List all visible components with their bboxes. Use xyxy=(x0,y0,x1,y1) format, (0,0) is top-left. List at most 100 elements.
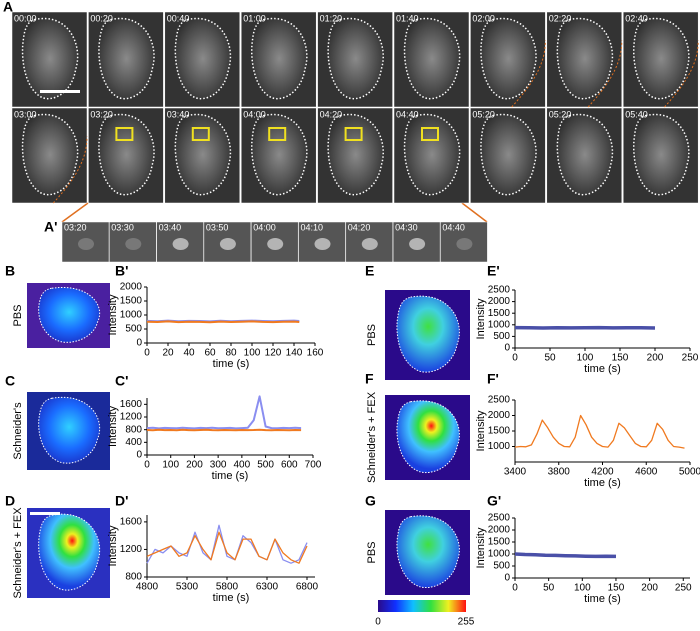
outline xyxy=(38,286,101,343)
timestamp: 04:00 xyxy=(253,222,276,232)
y-axis-label: Intensity xyxy=(107,525,119,566)
roi-box xyxy=(421,127,439,141)
timestamp: 03:40 xyxy=(167,109,190,119)
outline xyxy=(21,17,79,100)
y-tick-label: 1600 xyxy=(120,517,143,528)
x-tick-label: 100 xyxy=(577,353,594,364)
y-tick-label: 1500 xyxy=(488,426,511,437)
heatmap xyxy=(396,400,460,473)
outline xyxy=(556,17,614,100)
x-tick-label: 250 xyxy=(682,353,699,364)
zoom-line xyxy=(461,202,488,223)
timestamp: 03:20 xyxy=(90,109,113,119)
tissue xyxy=(251,18,307,99)
timestamp: 03:20 xyxy=(64,222,87,232)
timestamp: 00:40 xyxy=(167,13,190,23)
tissue xyxy=(480,114,537,195)
x-tick-label: 140 xyxy=(286,348,303,359)
timestamp: 05:40 xyxy=(625,109,648,119)
x-tick-label: 20 xyxy=(162,348,174,359)
x-axis-label: time (s) xyxy=(213,592,250,604)
series-line xyxy=(146,428,302,432)
timestamp: 04:40 xyxy=(442,222,465,232)
timestamp: 02:20 xyxy=(549,13,572,23)
x-tick-label: 100 xyxy=(162,460,179,471)
tissue xyxy=(557,114,613,195)
outline xyxy=(98,17,155,100)
x-axis-label: time (s) xyxy=(584,477,621,489)
scale-bar xyxy=(40,90,80,93)
tissue xyxy=(633,18,689,99)
outline xyxy=(632,17,690,100)
x-tick-label: 5800 xyxy=(216,582,239,593)
y-tick-label: 0 xyxy=(504,343,510,354)
x-tick-label: 50 xyxy=(543,583,555,594)
condition-label: PBS xyxy=(12,304,24,326)
panel-label: B' xyxy=(115,263,128,279)
cell xyxy=(409,238,426,250)
outline xyxy=(250,17,308,100)
series-line xyxy=(146,395,302,430)
scale-bar xyxy=(30,512,60,515)
y-tick-label: 2500 xyxy=(488,285,511,296)
heatmap xyxy=(38,514,100,591)
orange-outline xyxy=(511,40,546,108)
y-tick-label: 500 xyxy=(493,331,510,342)
y-tick-label: 1000 xyxy=(120,310,143,321)
y-tick-label: 0 xyxy=(504,573,510,584)
tissue xyxy=(22,114,78,195)
panel-label: D' xyxy=(115,493,128,509)
outline xyxy=(174,113,232,196)
heatmap xyxy=(396,296,460,373)
roi-box xyxy=(344,127,363,141)
x-tick-label: 4600 xyxy=(635,467,658,478)
y-axis-label: Intensity xyxy=(475,527,487,568)
timestamp: 00:00 xyxy=(14,13,37,23)
tissue xyxy=(328,114,384,195)
x-tick-label: 0 xyxy=(144,460,150,471)
tissue xyxy=(175,18,231,99)
timestamp: 04:40 xyxy=(396,109,419,119)
y-tick-label: 1500 xyxy=(488,308,511,319)
series-line xyxy=(514,414,685,449)
heatmap xyxy=(38,287,100,343)
panel-label: C xyxy=(5,373,15,389)
timestamp: 01:40 xyxy=(396,13,419,23)
x-tick-label: 160 xyxy=(307,348,324,359)
x-tick-label: 0 xyxy=(512,583,518,594)
cell xyxy=(314,238,331,250)
y-tick-label: 400 xyxy=(125,437,142,448)
y-tick-label: 1600 xyxy=(120,399,143,410)
outline xyxy=(21,113,79,196)
x-tick-label: 200 xyxy=(647,353,664,364)
y-tick-label: 1000 xyxy=(488,441,511,452)
outline xyxy=(632,113,690,196)
x-tick-label: 80 xyxy=(225,348,237,359)
series-line xyxy=(146,531,308,564)
panel-label: E xyxy=(365,263,374,279)
cell xyxy=(219,238,236,250)
timestamp: 03:50 xyxy=(206,222,229,232)
timestamp: 02:40 xyxy=(625,13,648,23)
tissue xyxy=(175,114,231,195)
x-tick-label: 4800 xyxy=(136,582,159,593)
panel-label: F' xyxy=(487,371,499,387)
outline xyxy=(98,113,155,196)
tissue xyxy=(328,18,384,99)
y-tick-label: 2500 xyxy=(488,395,511,406)
timestamp: 04:30 xyxy=(395,222,418,232)
x-tick-label: 50 xyxy=(544,353,556,364)
x-tick-label: 200 xyxy=(641,583,658,594)
x-axis-label: time (s) xyxy=(584,593,621,605)
heatmap xyxy=(396,515,460,588)
y-tick-label: 2000 xyxy=(120,282,143,293)
x-tick-label: 60 xyxy=(204,348,216,359)
roi-box xyxy=(191,127,210,141)
outline xyxy=(327,17,384,100)
outline xyxy=(403,113,461,196)
timestamp: 04:10 xyxy=(301,222,324,232)
x-tick-label: 600 xyxy=(281,460,298,471)
y-tick-label: 1200 xyxy=(120,412,143,423)
condition-label: Schneider's xyxy=(12,402,24,460)
colorbar xyxy=(378,600,466,612)
